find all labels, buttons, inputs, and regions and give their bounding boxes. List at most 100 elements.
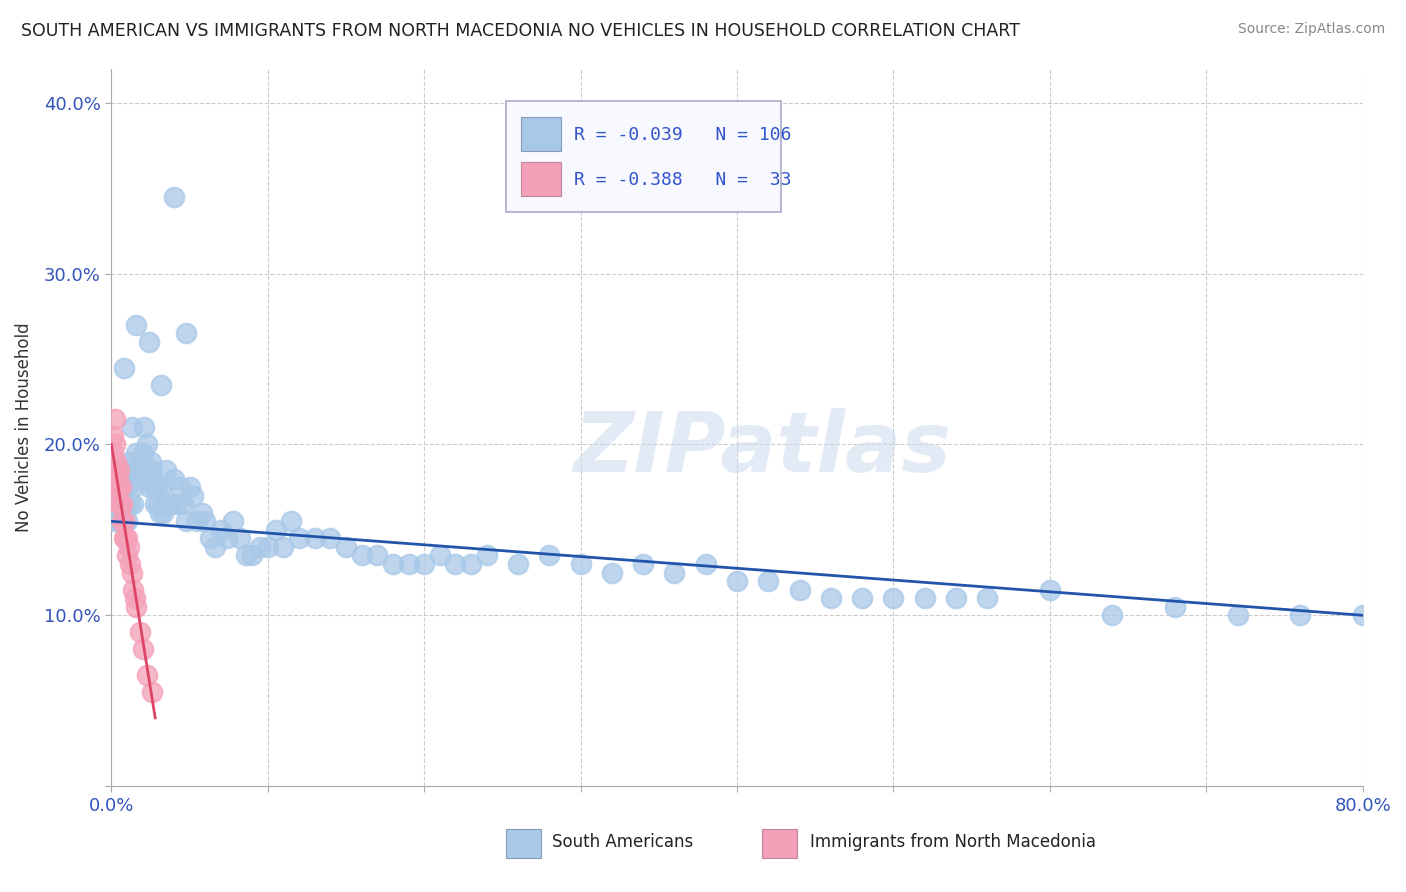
Point (157, 497, 180, 511)
Point (131, 446, 153, 460)
Point (111, 463, 134, 477)
Point (117, 540, 139, 554)
Point (194, 514, 217, 528)
Point (125, 446, 148, 460)
Point (204, 540, 226, 554)
Point (217, 532, 239, 546)
Point (160, 497, 183, 511)
Point (789, 582, 811, 597)
Point (163, 472, 186, 486)
Point (143, 497, 166, 511)
Point (976, 591, 998, 606)
Point (381, 557, 404, 571)
Point (413, 557, 436, 571)
Point (366, 549, 388, 563)
Text: SOUTH AMERICAN VS IMMIGRANTS FROM NORTH MACEDONIA NO VEHICLES IN HOUSEHOLD CORRE: SOUTH AMERICAN VS IMMIGRANTS FROM NORTH … (21, 22, 1019, 40)
Point (129, 463, 152, 477)
Point (120, 557, 142, 571)
Point (914, 591, 936, 606)
Point (1226, 608, 1249, 623)
Point (134, 420, 156, 434)
Point (125, 318, 148, 332)
Point (103, 411, 125, 425)
FancyBboxPatch shape (520, 117, 561, 151)
Point (155, 463, 177, 477)
Text: South Americans: South Americans (551, 833, 693, 851)
FancyBboxPatch shape (520, 161, 561, 196)
Point (101, 472, 124, 486)
Point (108, 514, 131, 528)
Point (176, 326, 198, 341)
Point (105, 454, 128, 468)
Point (179, 480, 201, 494)
Point (191, 506, 214, 520)
Point (122, 497, 145, 511)
Point (141, 685, 163, 699)
Point (108, 480, 131, 494)
Point (169, 480, 191, 494)
Point (280, 514, 302, 528)
Point (273, 540, 295, 554)
Point (110, 497, 132, 511)
Point (127, 463, 149, 477)
Point (124, 472, 146, 486)
Point (107, 472, 129, 486)
Point (429, 549, 451, 563)
Point (105, 463, 128, 477)
Point (142, 480, 165, 494)
Point (122, 582, 145, 597)
Point (288, 532, 311, 546)
Point (105, 463, 128, 477)
Point (121, 420, 143, 434)
Point (475, 549, 498, 563)
Point (319, 532, 342, 546)
Point (1164, 599, 1187, 614)
Point (107, 480, 129, 494)
Point (166, 497, 188, 511)
Point (128, 625, 150, 640)
Point (108, 497, 131, 511)
Point (108, 489, 131, 503)
Point (264, 523, 287, 537)
Point (256, 540, 278, 554)
Point (121, 566, 143, 580)
Point (117, 454, 139, 468)
Point (304, 532, 326, 546)
Point (103, 437, 125, 451)
Point (136, 668, 159, 682)
FancyBboxPatch shape (762, 830, 797, 858)
Point (1351, 608, 1374, 623)
Point (1289, 608, 1312, 623)
Point (1101, 608, 1123, 623)
FancyBboxPatch shape (506, 101, 780, 212)
Point (128, 454, 150, 468)
Point (110, 506, 132, 520)
Point (124, 591, 146, 606)
Point (114, 532, 136, 546)
Point (444, 557, 467, 571)
Point (135, 463, 157, 477)
Y-axis label: No Vehicles in Household: No Vehicles in Household (15, 323, 32, 533)
Text: Immigrants from North Macedonia: Immigrants from North Macedonia (810, 833, 1095, 851)
Point (222, 514, 245, 528)
Point (120, 472, 142, 486)
Point (882, 591, 904, 606)
Point (112, 514, 135, 528)
Point (506, 557, 529, 571)
Point (138, 480, 160, 494)
Point (198, 532, 221, 546)
Point (156, 497, 179, 511)
Point (110, 480, 132, 494)
Point (398, 557, 420, 571)
Point (1039, 582, 1062, 597)
Point (115, 480, 138, 494)
Point (460, 557, 482, 571)
Point (163, 189, 186, 203)
Point (141, 463, 163, 477)
Point (115, 549, 138, 563)
Point (600, 566, 623, 580)
FancyBboxPatch shape (506, 830, 540, 858)
Point (125, 599, 148, 614)
Point (149, 506, 172, 520)
Point (103, 514, 125, 528)
